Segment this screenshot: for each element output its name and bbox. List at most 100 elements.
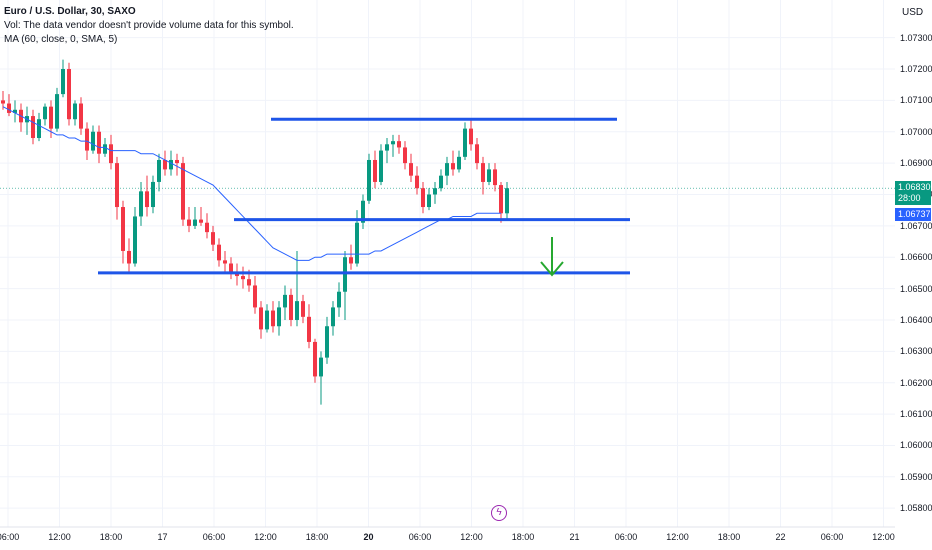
volume-indicator-label[interactable]: Vol: The data vendor doesn't provide vol… — [4, 20, 294, 31]
bar-countdown: 28:00 — [898, 193, 921, 204]
time-tick-label: 17 — [157, 532, 168, 542]
candle-body — [487, 169, 491, 182]
candle-body — [259, 307, 263, 330]
time-tick-label: 12:00 — [872, 532, 895, 542]
candle-body — [145, 191, 149, 208]
candle-body — [325, 326, 329, 358]
candle-body — [79, 103, 83, 129]
candle-body — [439, 175, 443, 189]
candle-body — [223, 260, 227, 264]
candle-body — [277, 307, 281, 327]
candle-body — [73, 103, 77, 120]
candle-body — [235, 272, 239, 277]
candle-body — [175, 159, 179, 164]
ma-line — [2, 106, 501, 261]
price-tick-label: 1.06000 — [900, 440, 932, 451]
symbol-title[interactable]: Euro / U.S. Dollar, 30, SAXO — [4, 6, 136, 17]
candle-body — [97, 131, 101, 154]
price-tick-label: 1.07200 — [900, 64, 932, 74]
candle-body — [163, 159, 167, 170]
price-tick-label: 1.05900 — [900, 471, 932, 482]
candle-body — [199, 219, 203, 223]
candle-body — [475, 144, 479, 164]
candle-body — [187, 219, 191, 226]
candle-body — [151, 181, 155, 208]
ma-price-value: 1.06737 — [898, 209, 931, 220]
price-tick-label: 1.07100 — [900, 95, 932, 106]
time-tick-label: 18:00 — [717, 532, 741, 542]
candle-body — [427, 194, 431, 208]
candle-body — [463, 128, 467, 157]
candle-body — [403, 147, 407, 164]
candle-body — [415, 175, 419, 189]
price-tick-label: 1.07300 — [900, 32, 932, 43]
candle-body — [499, 185, 503, 214]
candle-body — [451, 163, 455, 170]
candle-body — [37, 119, 41, 139]
candle-body — [367, 159, 371, 201]
price-tick-label: 1.06100 — [900, 409, 932, 420]
candle-body — [241, 276, 245, 280]
candle-body — [7, 103, 11, 113]
time-tick-label: 06:00 — [408, 532, 432, 542]
candle-body — [229, 263, 233, 273]
candle-body — [343, 257, 347, 292]
candle-body — [397, 141, 401, 148]
candle-body — [217, 244, 221, 261]
price-tick-label: 1.06200 — [900, 377, 932, 388]
currency-label[interactable]: USD — [902, 7, 924, 18]
candle-body — [181, 163, 185, 220]
candle-body — [169, 159, 173, 170]
candle-body — [355, 222, 359, 264]
time-tick-label: 18:00 — [99, 532, 123, 542]
candle-body — [193, 219, 197, 226]
candle-body — [331, 307, 335, 327]
time-tick-label: 18:00 — [305, 532, 329, 542]
down-arrow-icon — [540, 261, 564, 277]
candle-body — [121, 207, 125, 251]
candle-body — [301, 301, 305, 317]
time-tick-label: 12:00 — [460, 532, 483, 542]
last-price-value: 1.06830 — [898, 182, 931, 193]
candle-body — [205, 222, 209, 233]
candle-body — [31, 116, 35, 139]
candle-body — [67, 69, 71, 120]
price-tick-label: 1.06500 — [900, 283, 932, 294]
price-tick-label: 1.06700 — [900, 220, 932, 231]
candle-body — [313, 341, 317, 377]
chart-legend: Euro / U.S. Dollar, 30, SAXO Vol: The da… — [4, 5, 294, 47]
candle-body — [49, 106, 53, 129]
candle-body — [493, 169, 497, 186]
candle-body — [481, 163, 485, 182]
time-tick-label: 06:00 — [820, 532, 844, 542]
candle-body — [85, 128, 89, 151]
ma-indicator-label[interactable]: MA (60, close, 0, SMA, 5) — [4, 34, 118, 45]
time-tick-label: 06:00 — [614, 532, 638, 542]
candle-body — [43, 106, 47, 120]
candle-body — [337, 291, 341, 308]
price-tick-label: 1.06300 — [900, 346, 932, 357]
candle-body — [307, 316, 311, 342]
time-tick-label: 12:00 — [254, 532, 277, 542]
candle-body — [319, 357, 323, 377]
last-price-tag: 1.06830 28:00 — [895, 181, 931, 206]
candle-body — [211, 232, 215, 245]
price-tick-label: 1.06900 — [900, 158, 932, 169]
candle-body — [421, 188, 425, 208]
candle-body — [115, 163, 119, 208]
candle-body — [457, 156, 461, 170]
price-tick-label: 1.07000 — [900, 126, 932, 137]
lightning-icon[interactable]: ϟ — [491, 505, 507, 521]
candle-body — [139, 191, 143, 217]
candle-body — [289, 294, 293, 320]
price-tick-label: 1.05800 — [900, 503, 932, 514]
time-tick-label: 12:00 — [48, 532, 71, 542]
time-tick-label: 21 — [569, 532, 580, 542]
candle-body — [55, 94, 59, 129]
candle-body — [61, 69, 65, 95]
candle-body — [391, 141, 395, 145]
candle-body — [409, 163, 413, 176]
candle-body — [127, 250, 131, 264]
